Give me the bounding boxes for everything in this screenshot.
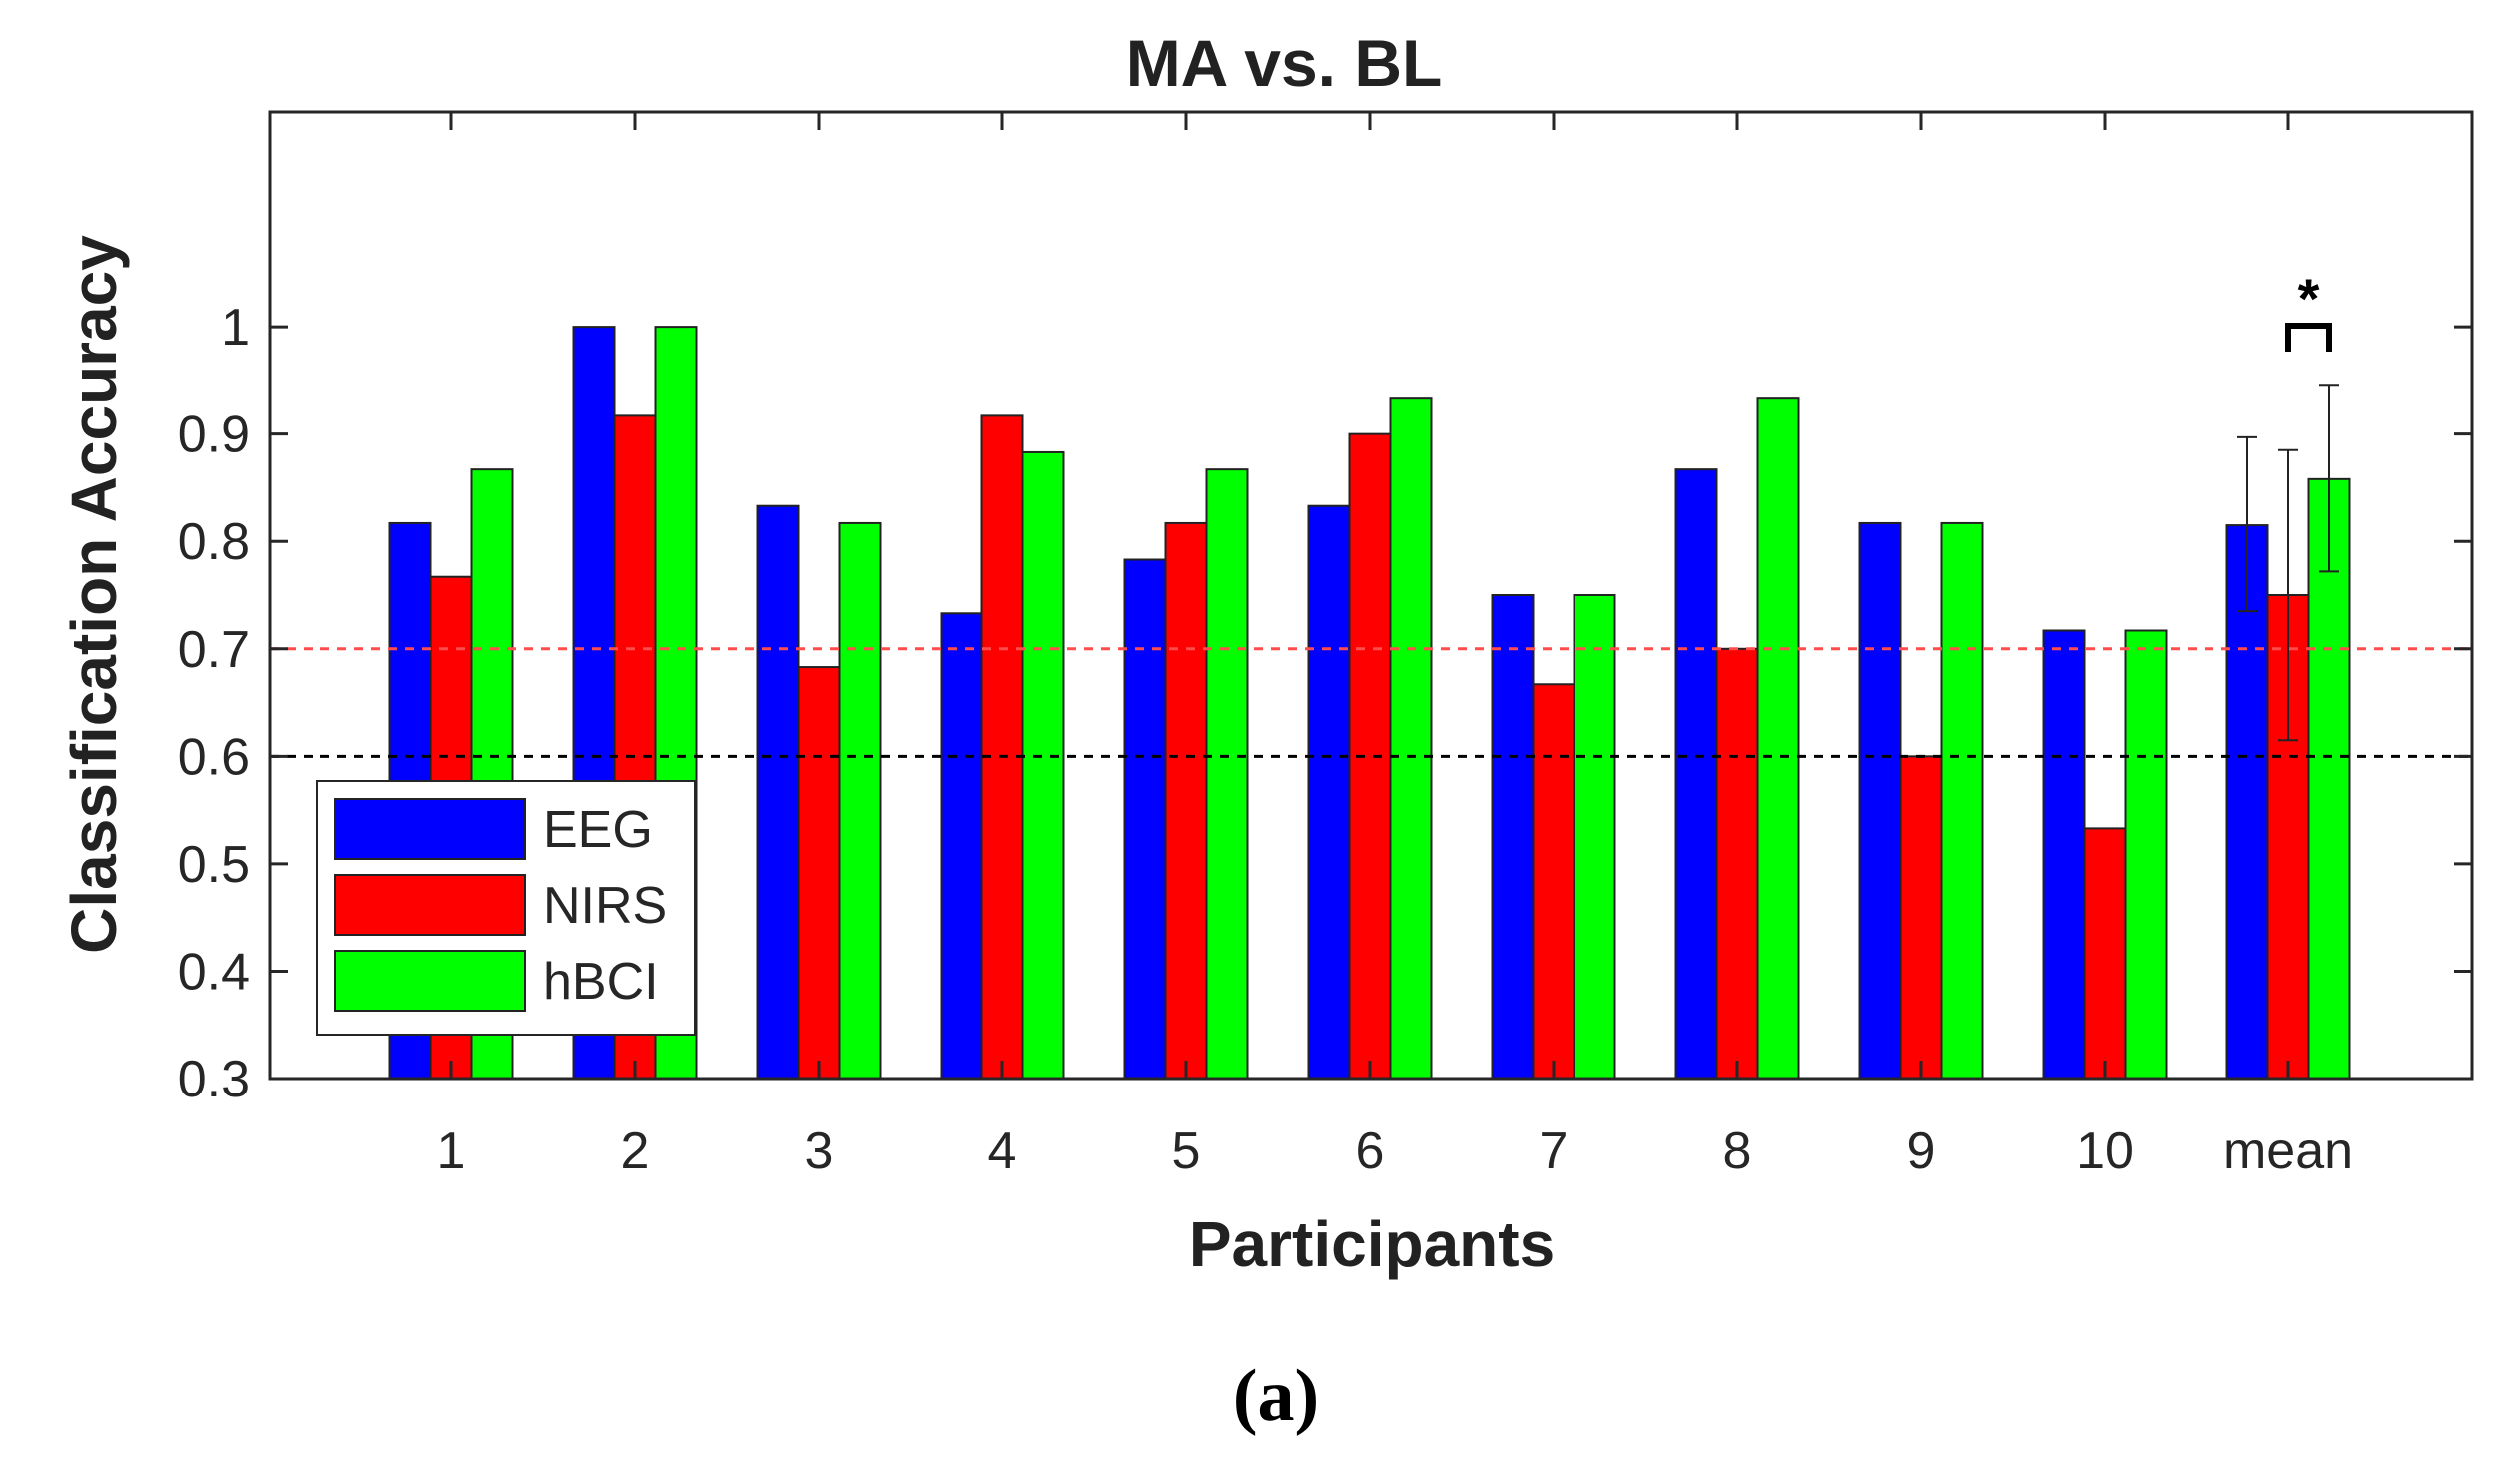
bar-nirs-9 bbox=[1899, 755, 1943, 1080]
legend-swatch-hbci bbox=[334, 950, 526, 1012]
bar-nirs-10 bbox=[2083, 827, 2127, 1081]
legend-label-hbci: hBCI bbox=[543, 953, 659, 1011]
y-tick-label: 0.9 bbox=[178, 406, 250, 464]
bar-eeg-8 bbox=[1674, 468, 1718, 1081]
bar-hbci-9 bbox=[1940, 521, 1984, 1080]
bar-hbci-6 bbox=[1389, 397, 1433, 1080]
significance-bracket bbox=[2285, 323, 2332, 352]
x-tick-label: 10 bbox=[2076, 1122, 2134, 1180]
bar-hbci-8 bbox=[1756, 397, 1800, 1080]
y-tick-label: 0.3 bbox=[178, 1051, 250, 1108]
legend-swatch-eeg bbox=[334, 798, 526, 860]
error-bar-nirs bbox=[2278, 448, 2298, 742]
x-tick-label: 1 bbox=[437, 1122, 466, 1180]
y-tick-label: 0.7 bbox=[178, 621, 250, 679]
significance-star: * bbox=[2298, 267, 2320, 330]
bar-eeg-5 bbox=[1123, 558, 1167, 1080]
y-tick-label: 0.6 bbox=[178, 728, 250, 786]
bar-eeg-9 bbox=[1858, 521, 1902, 1080]
x-tick-label: 9 bbox=[1907, 1122, 1936, 1180]
bar-hbci-10 bbox=[2124, 629, 2168, 1080]
y-tick-label: 0.5 bbox=[178, 836, 250, 894]
bar-hbci-mean bbox=[2307, 477, 2351, 1080]
x-tick-label: 2 bbox=[621, 1122, 650, 1180]
bar-nirs-3 bbox=[797, 666, 841, 1080]
bar-eeg-3 bbox=[756, 504, 800, 1080]
bar-nirs-5 bbox=[1164, 521, 1208, 1080]
bar-nirs-7 bbox=[1532, 683, 1575, 1080]
bar-nirs-8 bbox=[1715, 647, 1759, 1080]
bar-nirs-4 bbox=[980, 414, 1024, 1081]
x-tick-label: 8 bbox=[1723, 1122, 1752, 1180]
bar-eeg-4 bbox=[940, 612, 983, 1080]
error-bar-eeg bbox=[2237, 435, 2257, 613]
bar-eeg-10 bbox=[2042, 629, 2086, 1080]
bar-nirs-6 bbox=[1348, 432, 1392, 1080]
x-tick-label: 6 bbox=[1356, 1122, 1385, 1180]
legend: EEG NIRS hBCI bbox=[316, 780, 696, 1036]
chart-title: MA vs. BL bbox=[1126, 26, 1443, 100]
legend-label-nirs: NIRS bbox=[543, 877, 667, 935]
x-tick-label: 5 bbox=[1172, 1122, 1201, 1180]
x-tick-label: 4 bbox=[988, 1122, 1017, 1180]
bar-hbci-5 bbox=[1205, 468, 1249, 1081]
bar-hbci-4 bbox=[1021, 450, 1065, 1080]
x-axis-label: Participants bbox=[1189, 1208, 1555, 1280]
bar-hbci-3 bbox=[838, 521, 882, 1080]
x-tick-label: 3 bbox=[805, 1122, 834, 1180]
bar-eeg-7 bbox=[1491, 594, 1535, 1080]
error-bar-hbci bbox=[2319, 384, 2339, 573]
y-tick-label: 0.4 bbox=[178, 943, 250, 1001]
bar-hbci-7 bbox=[1573, 594, 1616, 1080]
legend-label-eeg: EEG bbox=[543, 801, 653, 859]
x-tick-label: 7 bbox=[1540, 1122, 1569, 1180]
figure-caption: (a) bbox=[1233, 1355, 1319, 1437]
x-tick-label: mean bbox=[2223, 1122, 2353, 1180]
y-tick-label: 1 bbox=[221, 299, 250, 357]
y-axis-label: Classification Accuracy bbox=[58, 235, 130, 954]
legend-swatch-nirs bbox=[334, 874, 526, 936]
bar-eeg-6 bbox=[1307, 504, 1351, 1080]
y-tick-label: 0.8 bbox=[178, 513, 250, 571]
